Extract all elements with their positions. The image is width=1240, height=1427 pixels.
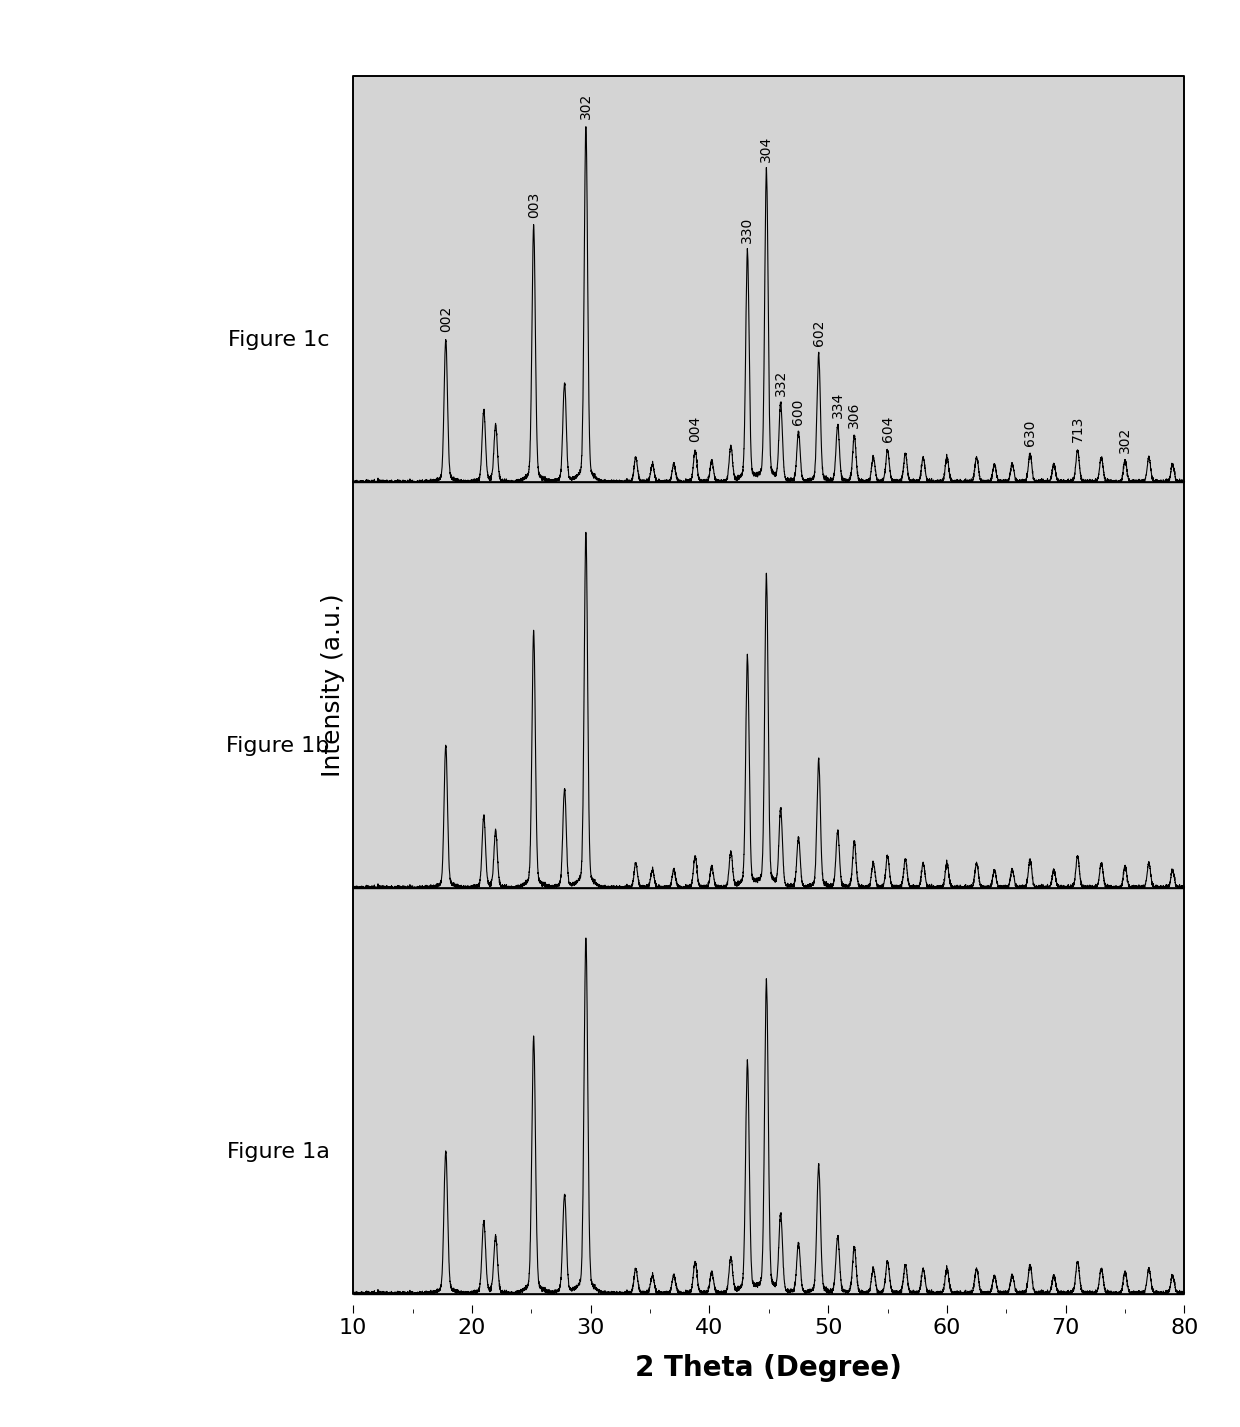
Text: 302: 302 [579, 93, 593, 118]
Bar [353, 482, 1184, 888]
Text: 002: 002 [439, 305, 453, 332]
Text: 602: 602 [812, 320, 826, 347]
Y-axis label: Intensity (a.u.): Intensity (a.u.) [321, 594, 345, 776]
Text: 306: 306 [847, 402, 862, 428]
Text: Figure 1b: Figure 1b [226, 736, 330, 756]
Text: 630: 630 [1023, 420, 1037, 447]
Text: 332: 332 [774, 370, 787, 397]
Text: 713: 713 [1070, 417, 1085, 442]
X-axis label: 2 Theta (Degree): 2 Theta (Degree) [635, 1354, 903, 1383]
Text: 604: 604 [880, 417, 894, 442]
Text: 003: 003 [527, 193, 541, 218]
Text: Figure 1c: Figure 1c [228, 330, 330, 350]
Text: 600: 600 [791, 398, 806, 425]
Text: Figure 1a: Figure 1a [227, 1142, 330, 1162]
Text: 302: 302 [1118, 427, 1132, 452]
Text: 330: 330 [740, 217, 754, 244]
Bar [353, 77, 1184, 482]
Text: 004: 004 [688, 417, 702, 442]
Text: 304: 304 [759, 136, 774, 161]
Bar [353, 888, 1184, 1293]
Text: 334: 334 [831, 391, 844, 418]
